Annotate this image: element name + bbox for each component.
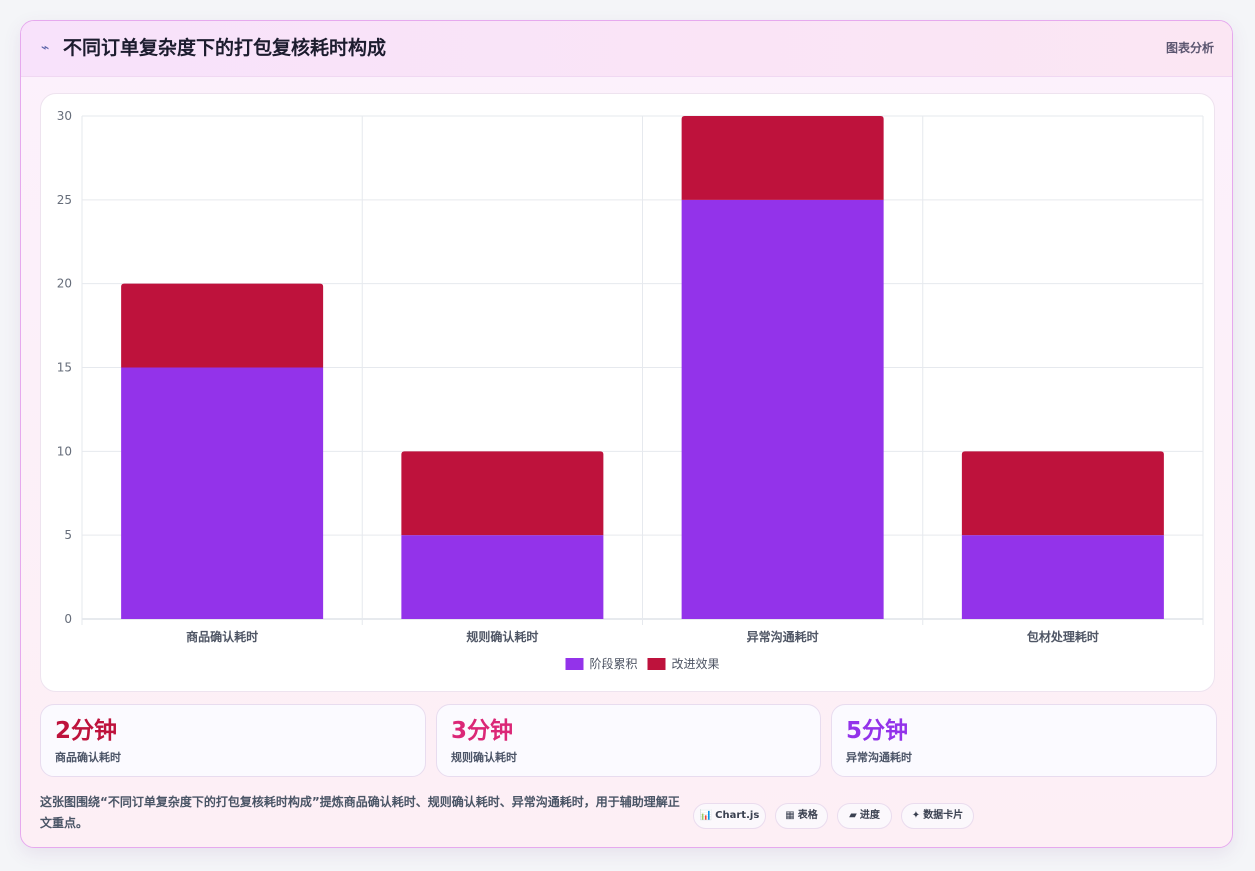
x-tick-label: 商品确认耗时 [186,629,258,644]
pill-data-cards[interactable]: ✦ 数据卡片 [901,803,974,829]
footer-description: 这张图围绕“不同订单复杂度下的打包复核耗时构成”提炼商品确认耗时、规则确认耗时、… [40,795,680,830]
x-tick-label: 异常沟通耗时 [747,629,819,644]
stat-value: 5分钟 [846,718,909,744]
stacked-bar-chart: 0 5 10 15 20 25 30 商品确认耗时 规则确认耗时 异常沟通耗时 包材处理耗时阶段累积… [57,109,1204,671]
legend-swatch [647,658,666,670]
bar-segment [121,283,324,368]
pill-label: 表格 [797,810,818,821]
y-tick-label: 30 [57,109,72,123]
pill-table[interactable]: ▦ 表格 [775,803,828,829]
pill-label: 进度 [859,810,880,821]
chart-panel: 0 5 10 15 20 25 30 商品确认耗时 规则确认耗时 异常沟通耗时 包材处理耗时阶段累积… [40,93,1215,692]
y-tick-label: 10 [57,444,72,458]
bar-segment [681,199,884,619]
x-tick-label: 规则确认耗时 [466,629,538,644]
header-badge: 图表分析 [1165,41,1214,55]
pill-label: Chart.js [715,810,760,821]
y-tick-label: 25 [57,193,72,207]
legend-label: 阶段累积 [590,656,638,671]
bar-segment [401,535,604,619]
stat-card: 3分钟 规则确认耗时 [436,704,821,777]
sparkle-icon: ✦ [911,810,921,821]
table-icon: ▦ [785,810,795,821]
page-title: 不同订单复杂度下的打包复核耗时构成 [63,37,387,59]
stat-value: 2分钟 [55,718,118,744]
x-tick-label: 包材处理耗时 [1026,629,1099,644]
bar-segment [681,116,884,200]
stat-label: 规则确认耗时 [451,751,517,764]
chart-card: ⌁ 不同订单复杂度下的打包复核耗时构成 图表分析 0 5 10 15 20 25 30 商品确… [20,20,1233,848]
stat-card: 2分钟 商品确认耗时 [40,704,426,777]
y-tick-label: 5 [64,528,72,542]
y-tick-label: 15 [57,361,72,375]
legend-label: 改进效果 [672,656,720,671]
chart-line-icon: ⌁ [41,40,50,56]
pill-chartjs[interactable]: 📊 Chart.js [693,803,766,829]
bar-segment [121,367,324,619]
y-tick-label: 20 [57,277,72,291]
bar-segment [401,451,604,536]
legend-swatch [565,658,584,670]
pill-progress[interactable]: ▰ 进度 [837,803,892,829]
stat-label: 异常沟通耗时 [846,751,912,764]
card-header: ⌁ 不同订单复杂度下的打包复核耗时构成 图表分析 [21,21,1232,77]
chart-icon: 📊 [699,810,713,821]
progress-icon: ▰ [849,810,857,821]
y-tick-label: 0 [64,612,72,626]
stat-card: 5分钟 异常沟通耗时 [831,704,1217,777]
pill-label: 数据卡片 [923,810,964,821]
bar-segment [961,451,1164,536]
stat-value: 3分钟 [451,718,514,744]
stat-label: 商品确认耗时 [55,751,121,764]
bar-segment [961,535,1164,619]
